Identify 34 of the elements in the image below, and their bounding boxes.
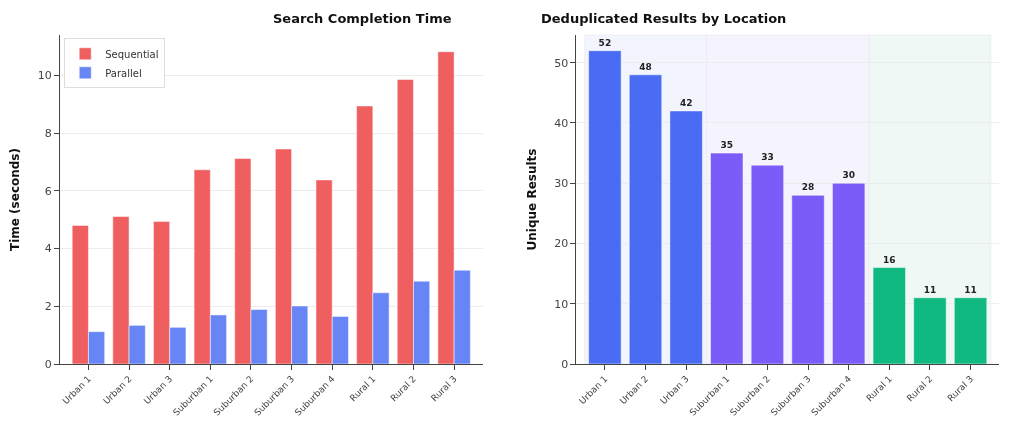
data-label: 30 — [842, 170, 855, 181]
y-tick-label: 6 — [44, 184, 52, 198]
y-tick-label: 2 — [44, 300, 52, 314]
legend-label: Sequential — [105, 48, 159, 60]
chart-title: Search Completion Time — [273, 11, 452, 26]
data-label: 33 — [761, 152, 774, 163]
y-axis-title: Time (seconds) — [8, 147, 23, 252]
bar — [588, 50, 622, 364]
bar — [669, 110, 703, 364]
y-tick-label: 8 — [44, 126, 52, 140]
y-tick-label: 10 — [37, 69, 52, 83]
y-tick-label: 0 — [561, 357, 569, 371]
y-tick-label: 4 — [44, 242, 52, 256]
y-tick-label: 20 — [554, 237, 569, 251]
data-label: 16 — [883, 254, 896, 265]
y-tick-label: 40 — [554, 116, 569, 130]
bar — [872, 267, 906, 364]
data-label: 52 — [598, 37, 612, 48]
y-tick-label: 30 — [554, 177, 569, 191]
data-label: 42 — [679, 97, 693, 108]
bar — [954, 297, 988, 364]
y-axis-title: Unique Results — [524, 148, 539, 251]
y-tick-label: 10 — [554, 297, 569, 311]
data-label: 11 — [964, 284, 977, 295]
y-tick-label: 50 — [554, 56, 569, 70]
bar — [913, 297, 947, 364]
bar — [629, 74, 663, 364]
y-tick-label: 0 — [44, 357, 52, 371]
legend-label: Parallel — [105, 67, 142, 79]
data-label: 11 — [923, 284, 937, 295]
chart-title: Deduplicated Results by Location — [541, 11, 787, 26]
data-label: 35 — [720, 140, 734, 151]
data-label: 28 — [801, 182, 815, 193]
data-label: 48 — [639, 61, 652, 72]
